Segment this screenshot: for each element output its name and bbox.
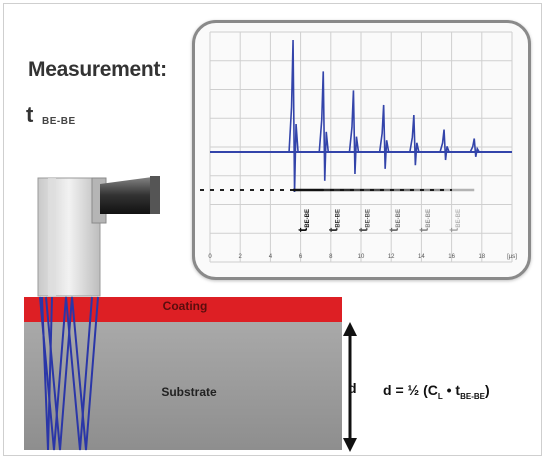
axis-tick-label: 10 [358, 254, 365, 260]
echo-interval-marker: tBE-BE [444, 188, 475, 232]
thickness-symbol: d [348, 380, 357, 396]
time-symbol: t [26, 102, 34, 127]
axis-tick-label: 8 [329, 254, 333, 260]
echo-interval-marker: tBE-BE [293, 188, 324, 232]
echo-interval-marker: tBE-BE [323, 188, 354, 232]
coating-label: Coating [162, 299, 208, 313]
figure-frame [3, 3, 542, 456]
sound-rays [39, 296, 99, 451]
axis-tick-label: 14 [418, 254, 425, 260]
echo-peak [378, 104, 390, 169]
thickness-arrow [343, 322, 357, 452]
substrate-label: Substrate [161, 385, 217, 399]
echo-interval-label: tBE-BE [416, 209, 432, 232]
echo-peak [469, 138, 480, 157]
thickness-formula: d = ½ (CL • tBE-BE) [383, 382, 490, 401]
axis-tick-label: 6 [299, 254, 303, 260]
axis-tick-label: 4 [269, 254, 273, 260]
echo-interval-label: tBE-BE [356, 209, 372, 232]
echo-peak [409, 114, 420, 166]
echo-peak [348, 90, 360, 175]
coating-layer [24, 297, 342, 322]
echo-peak [318, 71, 330, 181]
echo-interval-marker: tBE-BE [383, 188, 414, 232]
echo-interval-label: tBE-BE [325, 209, 341, 232]
echo-interval-label: tBE-BE [386, 209, 402, 232]
echo-interval-label: tBE-BE [295, 209, 311, 232]
echo-peak [288, 39, 299, 193]
axis-tick-label: 16 [448, 254, 455, 260]
echo-peak [439, 129, 450, 161]
time-symbol-subscript: BE-BE [42, 116, 76, 127]
probe-cable [100, 176, 160, 214]
axis-tick-label: 12 [388, 254, 395, 260]
echo-interval-marker: tBE-BE [353, 188, 384, 232]
axis-tick-label: 2 [239, 254, 243, 260]
axis-tick-label: [µs] [507, 254, 517, 260]
measurement-heading: Measurement: [28, 58, 167, 81]
echo-interval-marker: tBE-BE [413, 188, 445, 232]
axis-tick-label: 18 [478, 254, 485, 260]
echo-interval-label: tBE-BE [446, 209, 462, 232]
axis-tick-label: 0 [208, 254, 212, 260]
